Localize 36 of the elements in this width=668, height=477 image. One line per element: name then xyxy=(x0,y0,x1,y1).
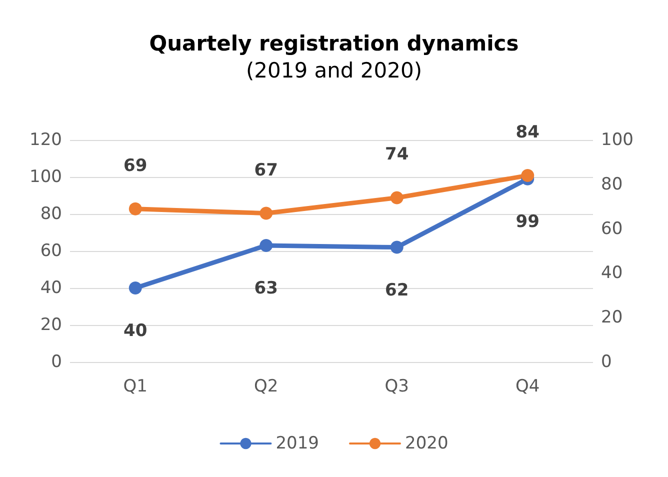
point xyxy=(128,282,142,294)
y2-tick-label: 40 xyxy=(601,263,623,284)
y-tick-label: 120 xyxy=(30,130,62,150)
y2-tick-label: 100 xyxy=(601,130,634,150)
data-label: 67 xyxy=(254,160,278,180)
legend-label: 2019 xyxy=(276,434,319,454)
point xyxy=(390,191,404,204)
y2-tick-label: 0 xyxy=(601,352,612,372)
y2-tick-label: 80 xyxy=(601,174,623,194)
y2-tick-label: 20 xyxy=(601,308,623,328)
x-tick-label: Q4 xyxy=(516,376,540,396)
point xyxy=(521,169,534,182)
data-label: 63 xyxy=(254,278,278,298)
legend-label: 2020 xyxy=(405,434,448,454)
x-tick-label: Q1 xyxy=(123,376,148,396)
y-tick-label: 20 xyxy=(40,315,62,335)
data-label: 40 xyxy=(124,321,148,341)
y-tick-label: 60 xyxy=(40,241,62,261)
x-tick-label: Q2 xyxy=(254,376,278,396)
y2-tick-label: 60 xyxy=(601,218,623,239)
chart-subtitle: (2019 and 2020) xyxy=(246,58,422,82)
data-label: 69 xyxy=(124,156,148,176)
data-label: 84 xyxy=(516,122,540,143)
y-tick-label: 100 xyxy=(30,167,62,187)
data-label: 99 xyxy=(516,212,540,232)
y-tick-label: 40 xyxy=(40,278,62,298)
point xyxy=(260,238,273,252)
data-label: 74 xyxy=(385,144,409,165)
point xyxy=(128,202,142,216)
x-tick-label: Q3 xyxy=(384,376,409,396)
data-label: 62 xyxy=(385,280,409,300)
y-tick-label: 0 xyxy=(51,352,62,372)
point xyxy=(260,206,273,220)
point xyxy=(390,240,404,254)
chart-title: Quartely registration dynamics xyxy=(149,32,519,56)
y-tick-label: 80 xyxy=(40,204,62,224)
